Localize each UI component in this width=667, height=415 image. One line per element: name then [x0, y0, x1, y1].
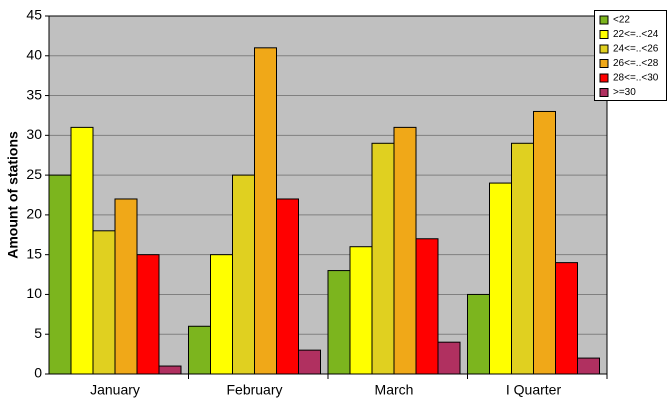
bar: [254, 47, 277, 375]
bar: [489, 182, 512, 375]
bar: [232, 174, 255, 375]
legend-swatch: [599, 15, 609, 25]
y-axis-label: Amount of stations: [5, 131, 21, 259]
legend-label: <22: [613, 15, 630, 26]
bar: [577, 357, 600, 375]
bar: [188, 325, 211, 375]
bar: [48, 174, 72, 375]
bar: [210, 254, 233, 375]
plot-border: [48, 15, 608, 375]
bar: [92, 230, 116, 375]
bar: [393, 126, 417, 375]
legend-label: 24<=..<26: [613, 44, 659, 55]
legend-label: >=30: [613, 87, 636, 98]
bar: [349, 246, 373, 375]
bar: [415, 238, 439, 375]
y-tick-label: 25: [26, 166, 42, 182]
bar: [511, 142, 534, 375]
bar: [298, 349, 321, 375]
legend-label: 28<=..<30: [613, 73, 659, 84]
bar: [437, 341, 461, 375]
bar: [114, 198, 138, 375]
bar: [467, 293, 490, 375]
legend-label: 22<=..<24: [613, 29, 659, 40]
bar: [371, 142, 395, 375]
legend-box: [594, 10, 667, 101]
bar: [533, 110, 556, 375]
x-tick-label: March: [375, 382, 414, 398]
x-tick-label: I Quarter: [506, 382, 562, 398]
bar: [70, 126, 94, 375]
y-tick-label: 5: [34, 325, 42, 341]
y-tick-label: 40: [26, 46, 42, 62]
x-tick-label: January: [90, 382, 140, 398]
legend-swatch: [599, 44, 609, 54]
legend-swatch: [599, 73, 609, 83]
y-tick-label: 45: [26, 7, 42, 23]
bar: [276, 198, 299, 375]
y-tick-label: 10: [26, 285, 42, 301]
bar: [555, 262, 578, 375]
y-tick-label: 15: [26, 245, 42, 261]
legend-swatch: [599, 88, 609, 97]
y-tick-label: 35: [26, 86, 42, 102]
legend-swatch: [599, 30, 609, 39]
bar: [327, 270, 351, 375]
x-tick-label: February: [226, 382, 282, 398]
y-tick-label: 0: [34, 365, 42, 381]
y-tick-label: 30: [26, 126, 42, 142]
legend-swatch: [599, 59, 609, 68]
bar: [136, 254, 160, 375]
y-tick-label: 20: [26, 206, 42, 222]
legend-label: 26<=..<28: [613, 58, 659, 69]
bar: [158, 365, 182, 375]
